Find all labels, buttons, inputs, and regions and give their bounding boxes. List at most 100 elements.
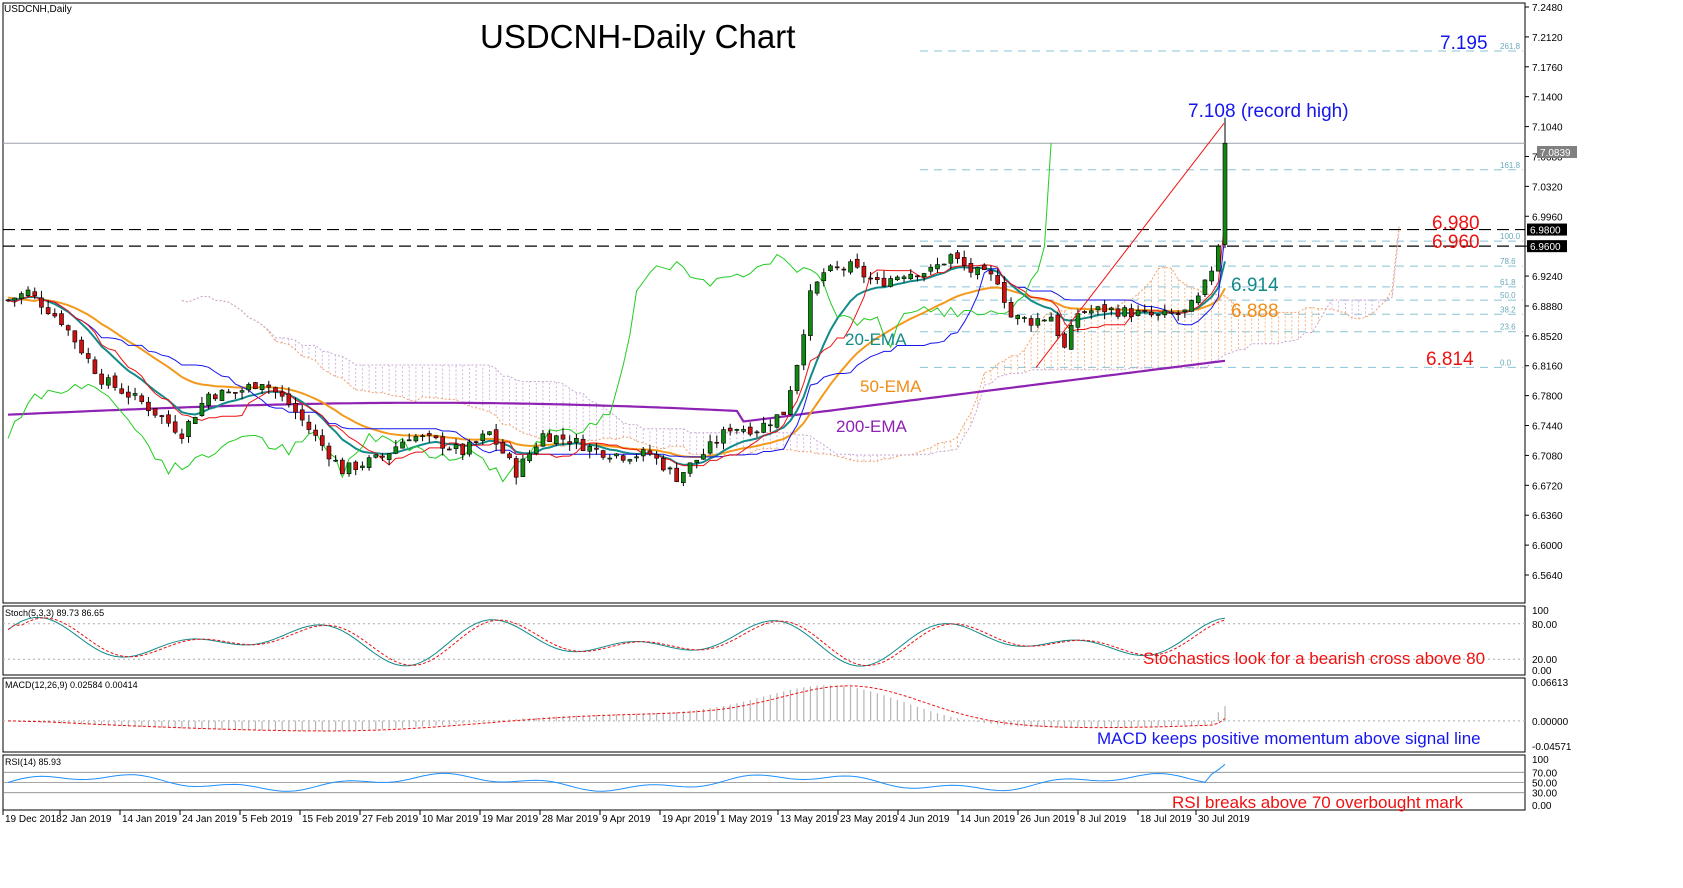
y-tick-label: 7.1400 (1532, 93, 1563, 104)
candle-body (527, 453, 532, 462)
candle-body (995, 275, 1000, 285)
candle-body (1135, 310, 1141, 316)
candle-body (520, 458, 526, 477)
x-tick-label: 10 Mar 2019 (422, 814, 479, 825)
y-tick-label: 6.8880 (1532, 302, 1563, 313)
candle-body (226, 391, 231, 394)
y-tick-label: 6.9240 (1532, 272, 1563, 283)
candle-body (560, 434, 566, 440)
candle-body (132, 393, 138, 396)
stoch-annotation: Stochastics look for a bearish cross abo… (1143, 649, 1485, 668)
candle-body (172, 421, 178, 433)
candle-body (801, 334, 807, 366)
candle-body (380, 455, 385, 458)
candle-body (1015, 315, 1021, 320)
candle-body (440, 436, 445, 449)
candle-body (72, 330, 78, 343)
candle-body (333, 459, 338, 462)
candle-body (513, 458, 519, 478)
x-tick-label: 18 Jul 2019 (1140, 814, 1192, 825)
rsi-tick: 30.00 (1532, 789, 1557, 800)
candle-body (1142, 310, 1148, 312)
rsi-annotation: RSI breaks above 70 overbought mark (1172, 793, 1464, 812)
x-tick-label: 14 Jun 2019 (960, 814, 1015, 825)
macd-tick: 0.06613 (1532, 678, 1569, 689)
candle-body (59, 313, 64, 326)
x-tick-label: 2 Jan 2019 (62, 814, 112, 825)
candle-body (741, 429, 746, 432)
candle-body (79, 339, 84, 354)
fib-label: 0.0 (1500, 358, 1512, 367)
candle-body (948, 254, 954, 264)
x-tick-label: 23 May 2019 (840, 814, 898, 825)
candle-body (1209, 270, 1214, 282)
candle-body (821, 272, 827, 281)
y-tick-label: 7.2480 (1532, 3, 1563, 14)
x-tick-label: 5 Feb 2019 (242, 814, 293, 825)
candle-body (607, 457, 613, 460)
annotation-label: 6.960 (1432, 232, 1480, 253)
candle-body (426, 433, 432, 436)
candle-body (1068, 325, 1074, 350)
macd-panel: MACD(12,26,9) 0.02584 0.00414 0.06613 0.00… (3, 678, 1572, 753)
candle-body (179, 433, 185, 439)
x-tick-label: 1 May 2019 (720, 814, 773, 825)
candle-body (192, 417, 198, 424)
candle-body (961, 257, 967, 266)
candle-body (647, 450, 653, 455)
candle-body (1042, 319, 1047, 322)
candle-body (761, 422, 766, 433)
macd-tick: 0.00000 (1532, 717, 1569, 728)
stoch-label: Stoch(5,3,3) 89.73 86.65 (5, 608, 104, 618)
candle-body (386, 453, 392, 460)
candle-body (39, 297, 44, 308)
candle-body (12, 297, 17, 301)
y-tick-label: 6.6720 (1532, 481, 1563, 492)
candle-body (253, 382, 258, 390)
candle-body (1088, 310, 1094, 314)
candle-body (480, 433, 486, 441)
candle-body (346, 462, 352, 475)
tenkan-line (7, 219, 1226, 467)
stoch-tick: 100 (1532, 606, 1549, 617)
candle-body (988, 270, 994, 275)
candle-body (707, 441, 713, 454)
candle-body (794, 364, 800, 391)
candle-body (727, 427, 733, 432)
candle-body (1008, 302, 1014, 318)
candle-body (874, 277, 880, 280)
price-tag-label: 6.9800 (1530, 226, 1561, 237)
candle-body (507, 453, 512, 459)
y-tick-label: 7.1040 (1532, 123, 1563, 134)
candle-body (400, 441, 405, 449)
candle-body (788, 390, 793, 415)
rsi-tick: 70.00 (1532, 768, 1557, 779)
annotation-label: 7.108 (record high) (1188, 101, 1349, 122)
candle-body (212, 394, 218, 400)
candle-body (1002, 282, 1007, 303)
x-tick-label: 14 Jan 2019 (122, 814, 177, 825)
candle-body (259, 384, 265, 390)
candle-body (681, 472, 686, 484)
candle-body (661, 457, 666, 471)
y-tick-label: 6.6000 (1532, 541, 1563, 552)
macd-tick: -0.04571 (1532, 742, 1572, 753)
candle-body (152, 408, 158, 416)
candle-body (574, 437, 579, 443)
rsi-tick: 100 (1532, 755, 1549, 766)
stoch-tick: 20.00 (1532, 655, 1557, 666)
candle-body (159, 415, 165, 417)
y-tick-label: 7.2120 (1532, 33, 1563, 44)
candle-body (25, 289, 31, 296)
candle-body (620, 455, 626, 461)
candle-body (1189, 300, 1194, 312)
candle-body (246, 384, 252, 391)
candle-body (420, 435, 425, 437)
candle-body (5, 299, 11, 302)
candle-body (206, 393, 211, 406)
candle-body (1028, 318, 1034, 326)
candle-body (413, 436, 419, 442)
candle-body (1129, 308, 1134, 318)
candle-body (266, 384, 272, 388)
